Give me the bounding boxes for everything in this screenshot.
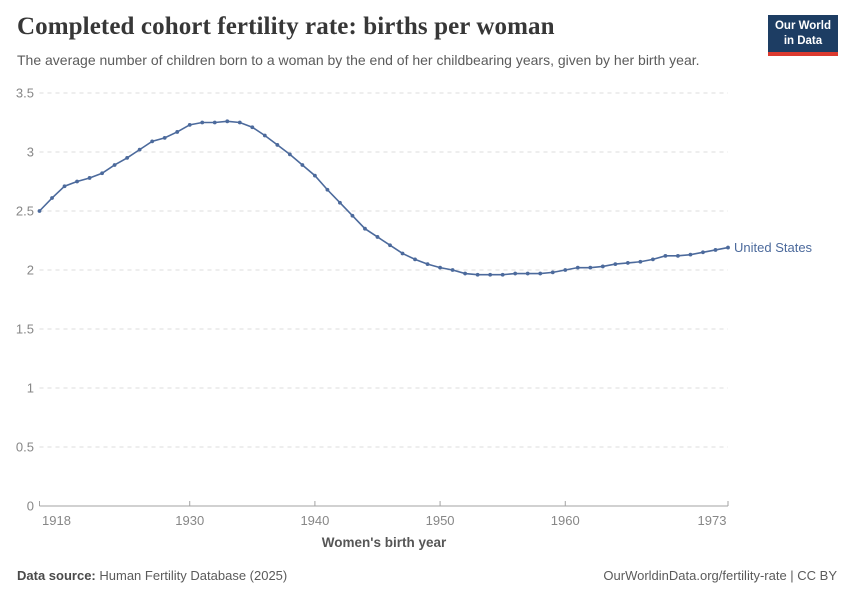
- data-point[interactable]: [275, 143, 280, 147]
- y-axis-tick-label: 1: [27, 381, 34, 396]
- data-point[interactable]: [75, 179, 79, 184]
- page-title: Completed cohort fertility rate: births …: [17, 13, 555, 40]
- data-point[interactable]: [200, 120, 205, 125]
- data-point[interactable]: [212, 120, 217, 125]
- data-point[interactable]: [500, 272, 505, 277]
- attribution: OurWorldinData.org/fertility-rate | CC B…: [603, 568, 837, 583]
- series-line[interactable]: [38, 120, 729, 276]
- data-point[interactable]: [713, 248, 718, 252]
- x-axis-tick-label: 1930: [175, 513, 204, 528]
- data-point[interactable]: [413, 257, 417, 262]
- data-point[interactable]: [463, 271, 468, 276]
- data-point[interactable]: [400, 251, 405, 256]
- x-axis-tick-label: 1918: [42, 513, 71, 528]
- data-source-text: Human Fertility Database (2025): [99, 568, 288, 583]
- data-point[interactable]: [175, 130, 180, 134]
- data-point[interactable]: [325, 187, 330, 192]
- data-point[interactable]: [62, 184, 67, 189]
- data-point[interactable]: [87, 176, 92, 180]
- data-point[interactable]: [425, 262, 430, 266]
- y-axis-tick-label: 3: [27, 145, 34, 160]
- data-point[interactable]: [588, 265, 593, 270]
- y-axis-tick-label: 0.5: [16, 440, 34, 455]
- chart-footer: Data source: Human Fertility Database (2…: [17, 568, 837, 583]
- data-point[interactable]: [475, 272, 480, 277]
- data-point[interactable]: [225, 119, 230, 124]
- y-axis-tick-label: 2.5: [16, 204, 34, 219]
- series-label[interactable]: United States: [734, 240, 813, 255]
- data-point[interactable]: [488, 272, 493, 277]
- data-point[interactable]: [350, 213, 355, 218]
- x-axis-tick-label: 1940: [300, 513, 329, 528]
- data-point[interactable]: [550, 270, 555, 275]
- data-point[interactable]: [125, 156, 130, 160]
- data-point[interactable]: [388, 243, 392, 248]
- page-subtitle: The average number of children born to a…: [17, 52, 700, 68]
- data-point[interactable]: [363, 226, 367, 231]
- data-point[interactable]: [100, 171, 104, 176]
- x-axis-tick-label: 1950: [426, 513, 455, 528]
- data-point[interactable]: [112, 163, 117, 167]
- data-point[interactable]: [701, 250, 705, 255]
- data-point[interactable]: [162, 135, 167, 140]
- y-axis-tick-label: 3.5: [16, 86, 34, 101]
- data-point[interactable]: [375, 235, 380, 239]
- data-point[interactable]: [300, 163, 305, 167]
- data-source: Data source: Human Fertility Database (2…: [17, 568, 287, 583]
- data-point[interactable]: [513, 271, 518, 276]
- data-point[interactable]: [663, 253, 668, 258]
- data-point[interactable]: [638, 259, 643, 264]
- data-point[interactable]: [450, 268, 455, 272]
- data-point[interactable]: [50, 196, 54, 200]
- owid-logo-line1: Our World: [774, 20, 831, 32]
- y-axis-tick-label: 1.5: [16, 322, 34, 337]
- data-point[interactable]: [187, 122, 192, 127]
- x-axis-tick-label: 1973: [698, 513, 727, 528]
- data-point[interactable]: [137, 147, 142, 152]
- data-source-label: Data source:: [17, 568, 96, 583]
- data-point[interactable]: [625, 261, 630, 265]
- y-axis-tick-label: 0: [27, 499, 34, 514]
- data-point[interactable]: [250, 125, 255, 130]
- owid-logo: Our World in Data: [767, 15, 838, 56]
- data-point[interactable]: [237, 120, 242, 125]
- data-point[interactable]: [538, 271, 543, 276]
- owid-logo-line2: in Data: [783, 34, 823, 47]
- data-point[interactable]: [525, 271, 530, 276]
- y-axis-tick-label: 2: [27, 263, 34, 278]
- data-point[interactable]: [688, 252, 693, 257]
- data-point[interactable]: [676, 253, 680, 258]
- data-point[interactable]: [563, 268, 568, 272]
- data-point[interactable]: [338, 200, 342, 205]
- data-point[interactable]: [150, 139, 155, 144]
- data-point[interactable]: [313, 173, 317, 178]
- x-axis-title: Women's birth year: [322, 535, 447, 550]
- x-axis-tick-label: 1960: [551, 513, 580, 528]
- data-point[interactable]: [262, 133, 267, 138]
- data-point[interactable]: [726, 245, 730, 250]
- data-point[interactable]: [600, 264, 605, 269]
- data-point[interactable]: [37, 209, 42, 213]
- data-point[interactable]: [613, 262, 618, 266]
- data-point[interactable]: [287, 152, 292, 157]
- data-point[interactable]: [575, 265, 580, 270]
- data-point[interactable]: [650, 257, 655, 262]
- fertility-line-chart: Women's birth year 0 0.5 1 1.5 2 2.5 3 3.5 1918 1…: [16, 86, 813, 551]
- data-point[interactable]: [438, 265, 442, 270]
